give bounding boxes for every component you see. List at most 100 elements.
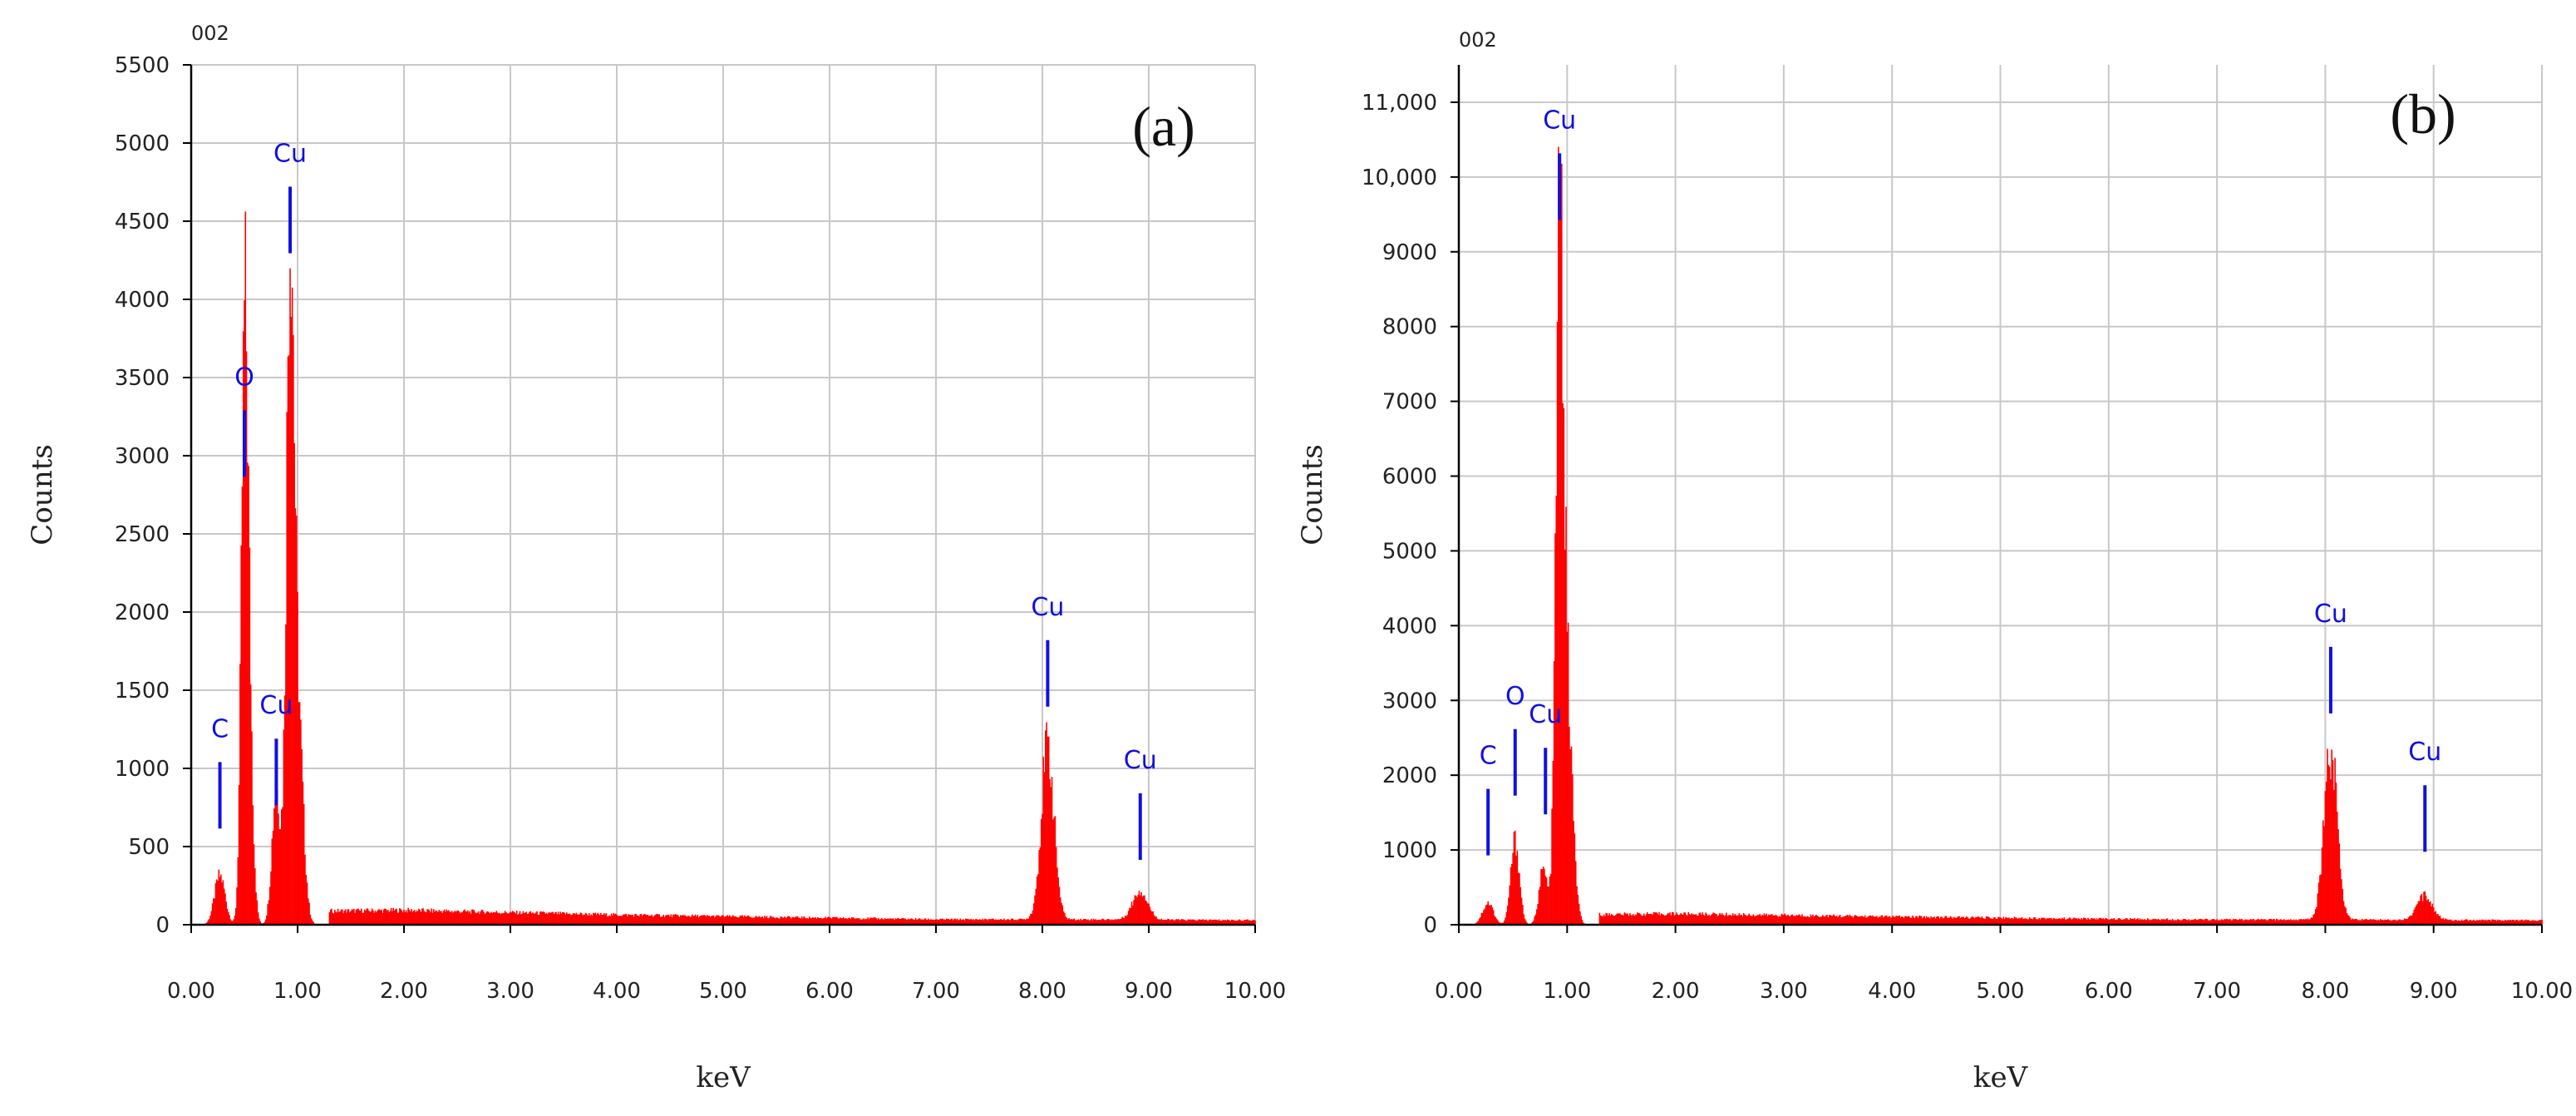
x-tick-label: 5.00 [1977, 979, 2025, 1004]
spectrum-bar [1487, 901, 1489, 925]
spectrum-bar [1089, 920, 1091, 925]
spectrum-bar [2314, 909, 2317, 925]
spectrum-bar [690, 916, 692, 925]
spectrum-bar [1224, 920, 1225, 925]
spectrum-bar [1890, 917, 1892, 925]
spectrum-bar [2278, 919, 2281, 925]
spectrum-bar [1915, 916, 1917, 925]
spectrum-bar [1606, 913, 1608, 925]
spectrum-bar [1775, 915, 1777, 925]
spectrum-bar [1737, 915, 1739, 925]
spectrum-bar [1835, 916, 1837, 925]
spectrum-bar [970, 918, 973, 925]
spectrum-bar [941, 918, 943, 925]
spectrum-bar [1002, 920, 1004, 925]
spectrum-bar [646, 915, 648, 925]
spectrum-bar [339, 911, 341, 925]
spectrum-bar [1111, 919, 1114, 925]
spectrum-bar [1065, 916, 1066, 925]
spectrum-bar [674, 914, 677, 925]
spectrum-bar [2230, 920, 2232, 925]
peak-label: Cu [1124, 746, 1157, 775]
spectrum-bar [2153, 919, 2155, 925]
peak-label: O [1505, 682, 1525, 711]
spectrum-bar [2361, 918, 2363, 925]
spectrum-bar [956, 918, 958, 925]
spectrum-bar [1940, 916, 1942, 925]
peak-label: Cu [273, 140, 307, 169]
spectrum-bar [1741, 916, 1744, 925]
spectrum-bar [2466, 919, 2468, 925]
spectrum-bar [1138, 891, 1140, 925]
spectrum-bar [500, 912, 503, 925]
spectrum-bar [584, 914, 586, 925]
spectrum-bar [515, 913, 517, 925]
spectrum-bar [1581, 920, 1584, 925]
spectrum-bar [1917, 917, 1919, 925]
spectrum-bar [579, 912, 582, 925]
spectrum-bar [423, 911, 426, 925]
spectrum-bar [2292, 920, 2294, 925]
spectrum-bar [1537, 904, 1539, 925]
spectrum-bar [1004, 920, 1006, 925]
spectrum-bar [2235, 919, 2238, 925]
spectrum-bar [519, 911, 521, 925]
spectrum-bar [2214, 920, 2217, 925]
spectrum-bar [993, 920, 996, 925]
spectrum-bar [537, 915, 539, 925]
spectrum-bar [2409, 916, 2411, 925]
spectrum-bar [1657, 914, 1659, 925]
spectrum-bar [2135, 919, 2137, 925]
y-tick-label: 8000 [1382, 315, 1437, 340]
spectrum-bar [241, 486, 244, 925]
spectrum-bar [1913, 917, 1915, 925]
spectrum-bar [1838, 916, 1840, 925]
spectrum-bar [588, 913, 590, 925]
spectrum-bar [2505, 920, 2507, 925]
spectrum-bar [210, 911, 213, 925]
spectrum-bar [688, 916, 690, 925]
spectrum-bar [798, 917, 800, 925]
spectrum-bar [1239, 919, 1240, 925]
spectrum-bar [2120, 919, 2121, 925]
spectrum-bar [381, 909, 382, 925]
spectrum-bar [2262, 919, 2263, 925]
spectrum-bar [2137, 918, 2139, 925]
spectrum-bar [1672, 911, 1674, 925]
y-tick-label: 2000 [115, 600, 170, 625]
spectrum-bar [2219, 920, 2221, 925]
spectrum-bar [836, 916, 838, 925]
spectrum-bar [1692, 914, 1694, 925]
spectrum-bar [1981, 916, 1983, 925]
spectrum-bar [1655, 912, 1657, 925]
spectrum-bar [2406, 919, 2409, 925]
spectrum-bar [513, 911, 515, 925]
spectrum-bar [209, 916, 211, 925]
spectrum-bar [2300, 919, 2303, 925]
spectrum-bar [403, 909, 405, 925]
spectrum-bar [875, 918, 878, 925]
spectrum-bar [1134, 895, 1136, 925]
spectrum-bar [2281, 920, 2283, 925]
spectrum-bar [1946, 917, 1948, 925]
spectrum-bar [485, 913, 487, 925]
spectrum-bar [1598, 912, 1601, 925]
spectrum-bar [2524, 920, 2525, 925]
spectrum-bar [1068, 918, 1070, 925]
spectrum-bar [1726, 912, 1727, 925]
spectrum-bar [2346, 912, 2348, 925]
spectrum-bar [2521, 919, 2524, 925]
spectrum-bar [2510, 920, 2513, 925]
spectrum-bar [347, 909, 348, 925]
spectrum-bar [1666, 914, 1667, 925]
spectrum-bar [2152, 918, 2155, 925]
spectrum-bar [468, 912, 470, 925]
spectrum-bar [2443, 919, 2445, 925]
spectrum-bar [428, 910, 431, 925]
spectrum-bar [609, 916, 612, 925]
spectrum-bar [1853, 916, 1855, 925]
spectrum-bar [411, 908, 412, 925]
spectrum-bar [917, 919, 919, 925]
spectrum-bar [2353, 919, 2356, 925]
spectrum-bar [308, 898, 309, 925]
